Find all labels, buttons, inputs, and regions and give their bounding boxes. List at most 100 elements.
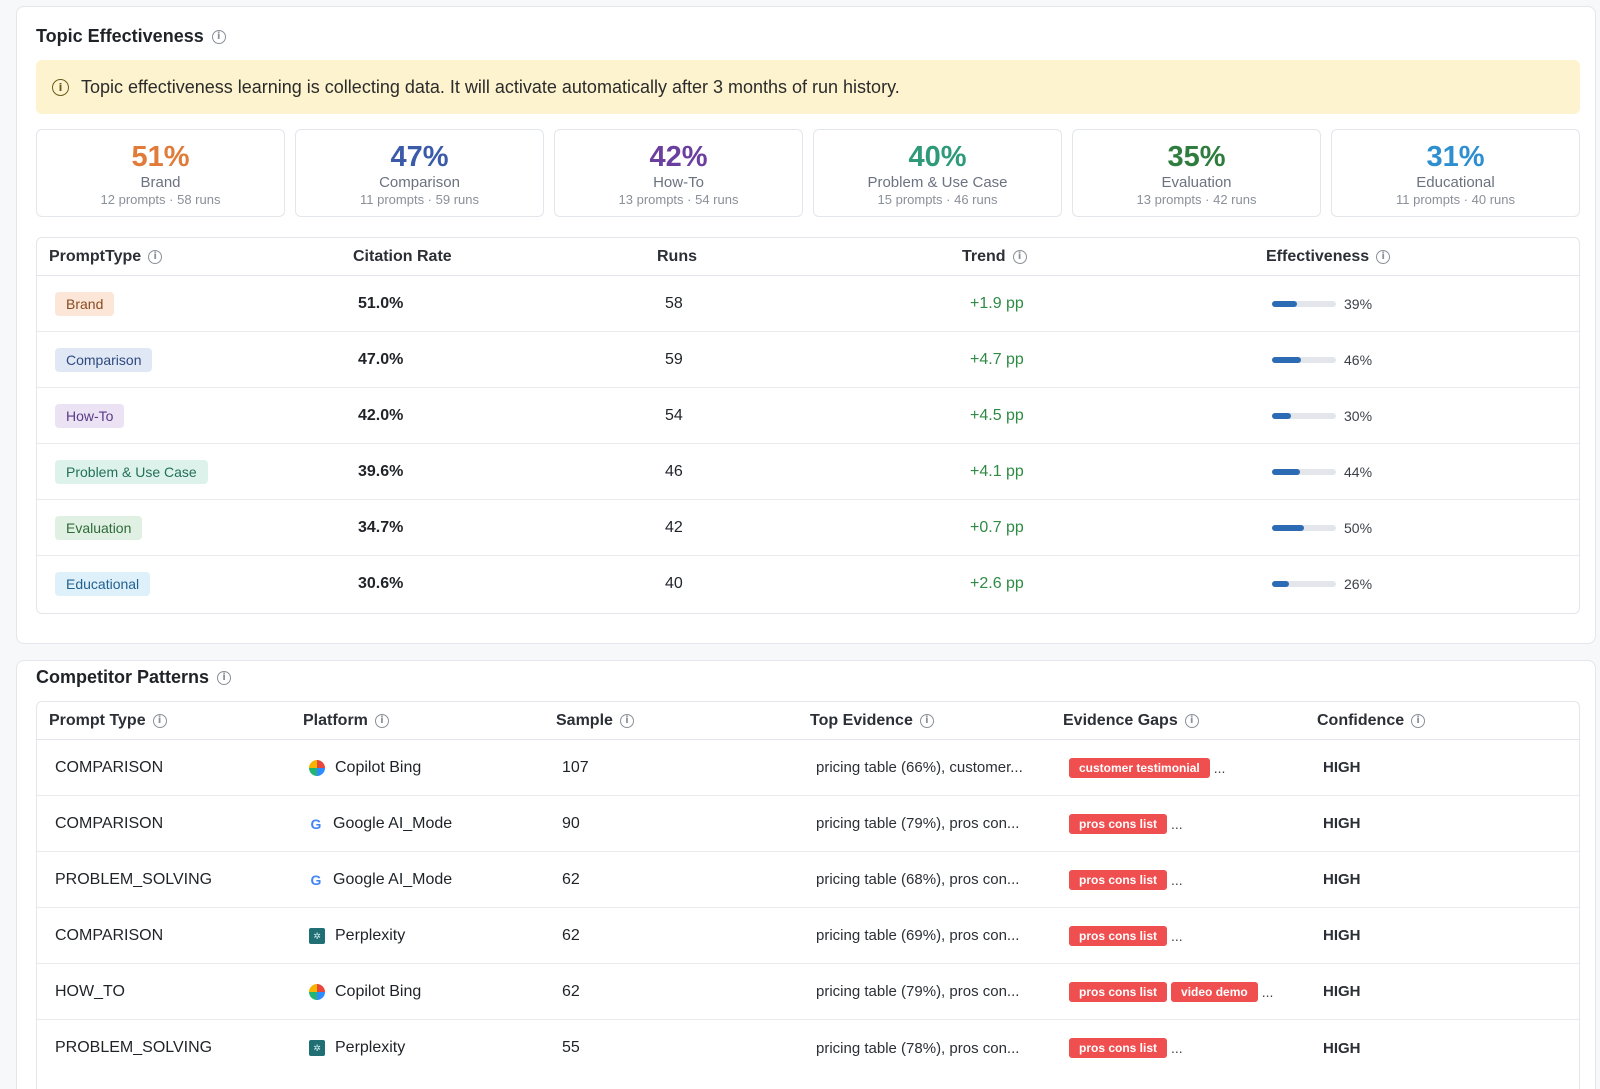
stat-card: 51% Brand 12 prompts · 58 runs — [36, 129, 285, 217]
col-platform[interactable]: Platform i — [291, 712, 544, 730]
stat-label: How-To — [653, 174, 704, 191]
perplexity-icon: ✲ — [309, 1040, 325, 1056]
top-evidence: pricing table (79%), pros con... — [816, 983, 1020, 1000]
platform-name: Google AI_Mode — [333, 814, 453, 832]
prompt-type: PROBLEM_SOLVING — [55, 1039, 213, 1056]
table-row[interactable]: Comparison 47.0% 59 +4.7 pp 46% — [37, 332, 1579, 388]
info-icon[interactable]: i — [374, 713, 389, 728]
stat-card: 35% Evaluation 13 prompts · 42 runs — [1072, 129, 1321, 217]
prompt-type-pill: Educational — [55, 572, 151, 596]
col-prompttype[interactable]: PromptType i — [37, 248, 341, 266]
table-row[interactable]: HOW_TO Copilot Bing 62 pricing table (79%),… — [37, 964, 1579, 1020]
citation-rate: 30.6% — [358, 575, 404, 592]
runs-count: 54 — [665, 406, 683, 424]
more-gaps-ellipsis[interactable]: ... — [1171, 815, 1183, 832]
evidence-gap-tag: pros cons list — [1069, 813, 1168, 834]
info-icon[interactable]: i — [1376, 249, 1391, 264]
copilot-icon — [309, 759, 325, 776]
col-top-evidence[interactable]: Top Evidence i — [798, 712, 1051, 730]
col-evidence-gaps[interactable]: Evidence Gaps i — [1051, 712, 1305, 730]
table-row[interactable]: PROBLEM_SOLVING ✲ Perplexity 55 pricing tabl… — [37, 1020, 1579, 1076]
col-trend[interactable]: Trend i — [950, 248, 1254, 266]
stat-label: Educational — [1416, 174, 1495, 191]
stat-card: 47% Comparison 11 prompts · 59 runs — [295, 129, 544, 217]
table-row[interactable]: Problem & Use Case 39.6% 46 +4.1 pp 44% — [37, 444, 1579, 500]
info-icon[interactable]: i — [217, 670, 232, 685]
competitor-table-body: COMPARISON Copilot Bing 107 pricing table (… — [37, 740, 1579, 1076]
col-effectiveness[interactable]: Effectiveness i — [1254, 248, 1554, 266]
stat-label: Comparison — [379, 174, 460, 191]
topic-stats-row: 51% Brand 12 prompts · 58 runs 47% Compariso… — [36, 129, 1580, 217]
more-gaps-ellipsis[interactable]: ... — [1171, 1040, 1183, 1056]
table-row[interactable]: Brand 51.0% 58 +1.9 pp 39% — [37, 276, 1579, 332]
info-icon[interactable]: i — [1411, 713, 1426, 728]
more-gaps-ellipsis[interactable]: ... — [1171, 871, 1183, 888]
confidence-level: HIGH — [1323, 927, 1361, 944]
info-icon[interactable]: i — [619, 713, 634, 728]
citation-rate: 34.7% — [358, 518, 404, 536]
info-icon[interactable]: i — [1012, 249, 1027, 264]
stat-subtext: 13 prompts · 54 runs — [618, 192, 739, 207]
trend-value: +4.7 pp — [970, 350, 1024, 368]
col-prompt-type[interactable]: Prompt Type i — [37, 712, 291, 730]
stat-percentage: 31% — [1426, 141, 1485, 173]
more-gaps-ellipsis[interactable]: ... — [1261, 983, 1274, 1000]
platform-name: Perplexity — [335, 926, 406, 944]
topic-table-header: PromptType i Citation Rate Runs Trend i Ef… — [37, 238, 1579, 276]
platform-name: Copilot Bing — [335, 982, 422, 1000]
effectiveness-percent: 30% — [1344, 407, 1373, 424]
table-row[interactable]: Evaluation 34.7% 42 +0.7 pp 50% — [37, 500, 1579, 556]
trend-value: +0.7 pp — [970, 518, 1024, 536]
stat-subtext: 15 prompts · 46 runs — [877, 192, 998, 207]
table-row[interactable]: PROBLEM_SOLVING G Google AI_Mode 62 pricing … — [37, 852, 1579, 908]
sample-count: 90 — [562, 814, 580, 832]
perplexity-icon: ✲ — [309, 927, 325, 944]
info-icon[interactable]: i — [919, 713, 934, 728]
col-confidence[interactable]: Confidence i — [1305, 712, 1555, 730]
sample-count: 62 — [562, 982, 580, 1000]
confidence-level: HIGH — [1323, 759, 1361, 776]
table-row[interactable]: COMPARISON ✲ Perplexity 62 pricing table (69… — [37, 908, 1579, 964]
copilot-icon — [309, 983, 325, 1000]
citation-rate: 42.0% — [358, 406, 404, 424]
prompt-type-pill: Brand — [55, 291, 115, 316]
effectiveness-percent: 46% — [1344, 351, 1373, 368]
stat-label: Problem & Use Case — [867, 174, 1008, 191]
competitor-patterns-card: Competitor Patterns i Prompt Type i Platf… — [16, 660, 1596, 1089]
col-citation-rate[interactable]: Citation Rate — [353, 247, 452, 265]
evidence-gap-tag: pros cons list — [1069, 981, 1168, 1002]
confidence-level: HIGH — [1323, 983, 1361, 1000]
more-gaps-ellipsis[interactable]: ... — [1171, 927, 1183, 944]
topic-effectiveness-title: Topic Effectiveness i — [36, 26, 226, 47]
info-icon[interactable]: i — [211, 29, 226, 44]
col-sample[interactable]: Sample i — [544, 712, 798, 730]
effectiveness-bar — [1272, 524, 1336, 531]
more-gaps-ellipsis[interactable]: ... — [1213, 759, 1226, 776]
stat-subtext: 11 prompts · 40 runs — [1396, 192, 1515, 207]
stat-card: 42% How-To 13 prompts · 54 runs — [554, 129, 803, 217]
info-icon[interactable]: i — [1184, 713, 1199, 728]
stat-card: 31% Educational 11 prompts · 40 runs — [1331, 129, 1580, 217]
info-icon[interactable]: i — [152, 713, 167, 728]
runs-count: 46 — [665, 462, 683, 480]
confidence-level: HIGH — [1323, 871, 1361, 888]
table-row[interactable]: COMPARISON Copilot Bing 107 pricing table (… — [37, 740, 1579, 796]
table-row[interactable]: How-To 42.0% 54 +4.5 pp 30% — [37, 388, 1579, 444]
table-row[interactable]: Educational 30.6% 40 +2.6 pp 26% — [37, 556, 1579, 612]
prompt-type: HOW_TO — [55, 982, 125, 1000]
effectiveness-bar — [1272, 581, 1336, 587]
trend-value: +4.5 pp — [970, 406, 1024, 424]
table-row[interactable]: COMPARISON G Google AI_Mode 90 pricing table… — [37, 796, 1579, 852]
competitor-table: Prompt Type i Platform i Sample i Top Evide… — [36, 701, 1580, 1089]
col-runs[interactable]: Runs — [657, 247, 697, 265]
stat-label: Brand — [140, 174, 181, 191]
prompt-type-pill: How-To — [55, 403, 125, 428]
top-evidence: pricing table (78%), pros con... — [816, 1039, 1020, 1057]
trend-value: +4.1 pp — [970, 462, 1024, 480]
sample-count: 107 — [562, 758, 589, 776]
trend-value: +1.9 pp — [970, 294, 1024, 312]
runs-count: 58 — [665, 294, 683, 312]
stat-percentage: 40% — [908, 141, 967, 173]
stat-percentage: 35% — [1167, 141, 1226, 173]
info-icon[interactable]: i — [148, 249, 163, 264]
